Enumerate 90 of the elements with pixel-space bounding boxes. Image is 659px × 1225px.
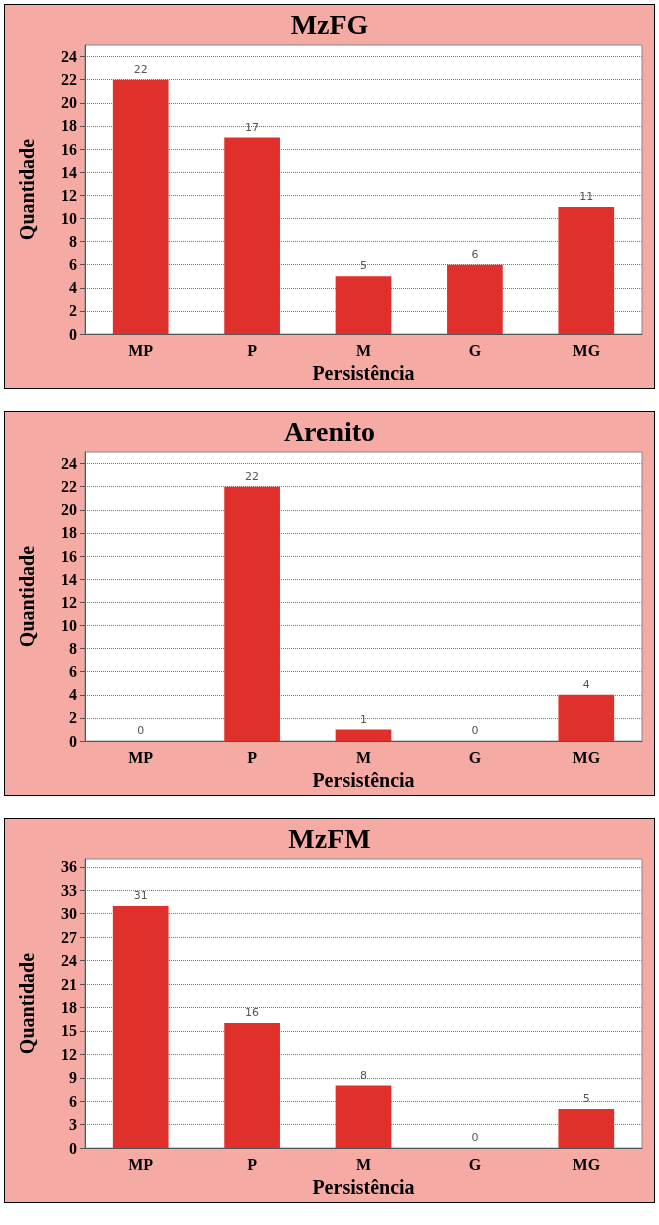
x-tick-label: M: [355, 1155, 372, 1173]
data-label: 1: [360, 712, 367, 726]
y-tick-label: 4: [69, 686, 77, 704]
chart-title: MzFM: [288, 822, 371, 854]
data-label: 17: [245, 120, 260, 134]
x-tick-label: MP: [128, 748, 154, 766]
y-tick-label: 16: [61, 547, 77, 565]
data-label: 6: [471, 247, 479, 261]
y-tick-label: 6: [69, 663, 77, 681]
y-tick-label: 22: [61, 478, 77, 496]
y-tick-label: 27: [61, 928, 77, 946]
bar: [558, 1109, 615, 1149]
data-label: 5: [582, 1092, 590, 1106]
y-tick-label: 15: [61, 1022, 77, 1040]
y-axis-title: Quantidade: [16, 952, 38, 1055]
data-label: 31: [133, 888, 148, 902]
y-tick-label: 4: [69, 279, 77, 297]
y-tick-label: 10: [61, 616, 77, 634]
y-tick-label: 2: [69, 302, 77, 320]
x-tick-label: MG: [572, 1155, 601, 1173]
y-axis-title: Quantidade: [16, 138, 38, 241]
y-tick-label: 0: [69, 325, 77, 343]
x-tick-label: MP: [128, 341, 154, 359]
y-tick-label: 22: [61, 71, 77, 89]
y-tick-label: 2: [69, 709, 77, 727]
y-tick-label: 8: [69, 233, 77, 251]
x-axis-title: Persistência: [312, 1176, 415, 1198]
x-tick-label: G: [468, 341, 482, 359]
data-label: 0: [137, 724, 145, 738]
x-tick-label: G: [468, 1155, 482, 1173]
bar: [224, 1023, 280, 1149]
x-tick-label: M: [355, 748, 372, 766]
x-axis-title: Persistência: [312, 362, 415, 384]
y-tick-label: 9: [69, 1069, 77, 1087]
chart-title: MzFG: [290, 8, 369, 40]
data-label: 22: [245, 469, 260, 483]
y-tick-label: 24: [61, 48, 77, 66]
y-tick-label: 10: [61, 209, 77, 227]
y-tick-label: 33: [61, 881, 77, 899]
x-tick-label: M: [355, 341, 372, 359]
y-tick-label: 24: [61, 952, 77, 970]
y-tick-label: 16: [61, 140, 77, 158]
y-tick-label: 18: [61, 117, 77, 135]
y-tick-label: 12: [61, 186, 77, 204]
bar: [224, 137, 280, 335]
y-axis-title: Quantidade: [16, 545, 38, 648]
bar: [112, 79, 169, 335]
data-label: 8: [360, 1068, 367, 1082]
x-tick-label: G: [468, 748, 482, 766]
data-label: 0: [471, 1131, 479, 1145]
y-tick-label: 30: [61, 905, 77, 923]
y-tick-label: 3: [69, 1116, 77, 1134]
x-tick-label: MG: [572, 748, 601, 766]
data-label: 4: [582, 677, 590, 691]
y-tick-label: 12: [61, 593, 77, 611]
y-tick-label: 6: [69, 256, 77, 274]
y-tick-label: 24: [61, 455, 77, 473]
y-tick-label: 12: [61, 1045, 77, 1063]
x-tick-label: MP: [128, 1155, 154, 1173]
data-label: 11: [579, 189, 594, 203]
x-tick-label: P: [247, 1155, 258, 1173]
y-tick-label: 18: [61, 524, 77, 542]
y-tick-label: 20: [61, 94, 77, 112]
y-tick-label: 14: [61, 163, 77, 181]
x-tick-label: P: [247, 341, 258, 359]
bar: [224, 486, 280, 742]
bar: [558, 206, 615, 335]
data-label: 22: [133, 62, 148, 76]
bar: [558, 694, 615, 742]
y-tick-label: 21: [61, 975, 77, 993]
y-tick-label: 8: [69, 640, 77, 658]
bar: [335, 1085, 392, 1149]
y-tick-label: 18: [61, 998, 77, 1016]
y-tick-label: 6: [69, 1092, 77, 1110]
x-tick-label: MG: [572, 341, 601, 359]
bar: [447, 264, 503, 335]
data-label: 16: [245, 1006, 260, 1020]
bar: [335, 729, 392, 742]
y-tick-label: 0: [69, 732, 77, 750]
bar: [335, 276, 392, 335]
y-tick-label: 0: [69, 1139, 77, 1157]
x-tick-label: P: [247, 748, 258, 766]
x-axis-title: Persistência: [312, 769, 415, 791]
y-tick-label: 36: [61, 858, 77, 876]
bar: [112, 905, 169, 1149]
chart-title: Arenito: [283, 415, 376, 447]
y-tick-label: 20: [61, 501, 77, 519]
data-label: 5: [360, 259, 367, 273]
data-label: 0: [471, 724, 479, 738]
y-tick-label: 14: [61, 570, 77, 588]
